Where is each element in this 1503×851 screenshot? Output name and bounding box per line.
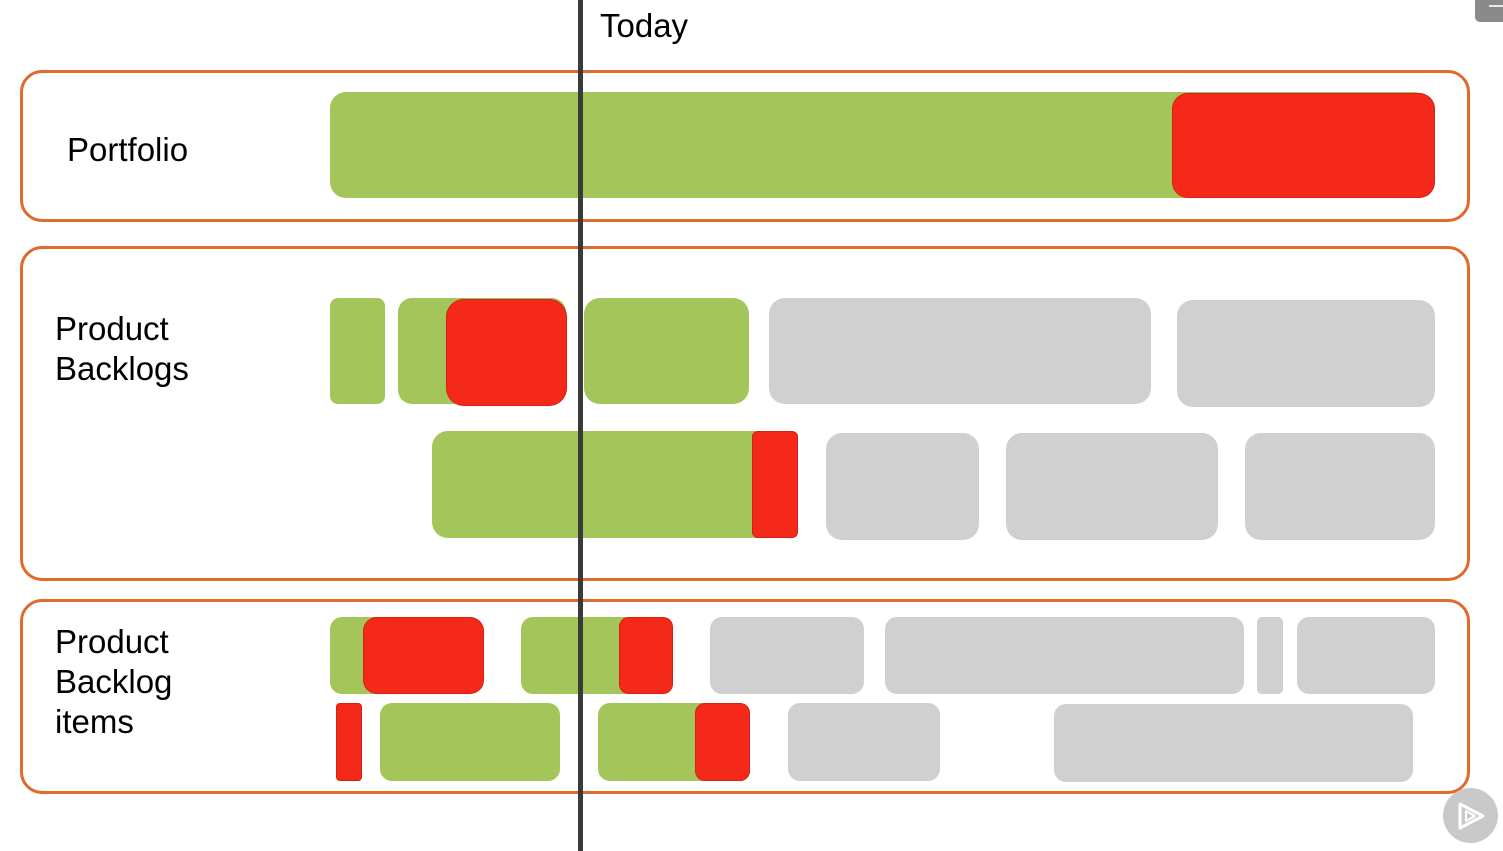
- timeline-bar-planned: [1257, 617, 1283, 694]
- minimize-icon[interactable]: [1475, 0, 1503, 22]
- timeline-bar-planned: [1245, 433, 1435, 540]
- timeline-bar-done: [380, 703, 560, 781]
- timeline-bar-late: [619, 617, 673, 694]
- band-label-portfolio: Portfolio: [67, 131, 189, 168]
- timeline-bar-late: [695, 703, 750, 781]
- timeline-bar-planned: [1006, 433, 1218, 540]
- timeline-bar-planned: [826, 433, 979, 540]
- timeline-bar-planned: [710, 617, 864, 694]
- timeline-bar-late: [1172, 93, 1435, 198]
- timeline-bar-planned: [885, 617, 1244, 694]
- timeline-bar-planned: [788, 703, 940, 781]
- play-icon: [1458, 802, 1485, 830]
- timeline-bar-late: [752, 431, 798, 538]
- timeline-bar-done: [584, 298, 749, 404]
- band-label-product-backlog-items: Product Backlog items: [55, 623, 173, 740]
- timeline-bar-late: [336, 703, 362, 781]
- timeline-bar-done: [432, 431, 798, 538]
- timeline-bar-late: [363, 617, 484, 694]
- timeline-bar-planned: [1297, 617, 1435, 694]
- timeline-bar-planned: [1054, 704, 1413, 782]
- timeline-bar-late: [446, 299, 567, 406]
- today-label: Today: [600, 7, 689, 44]
- play-button[interactable]: [1443, 788, 1498, 843]
- timeline-bar-done: [330, 298, 385, 404]
- timeline-bar-planned: [769, 298, 1151, 404]
- band-label-product-backlogs: Product Backlogs: [55, 310, 189, 387]
- timeline-bar-planned: [1177, 300, 1435, 407]
- today-marker-line: [578, 0, 583, 851]
